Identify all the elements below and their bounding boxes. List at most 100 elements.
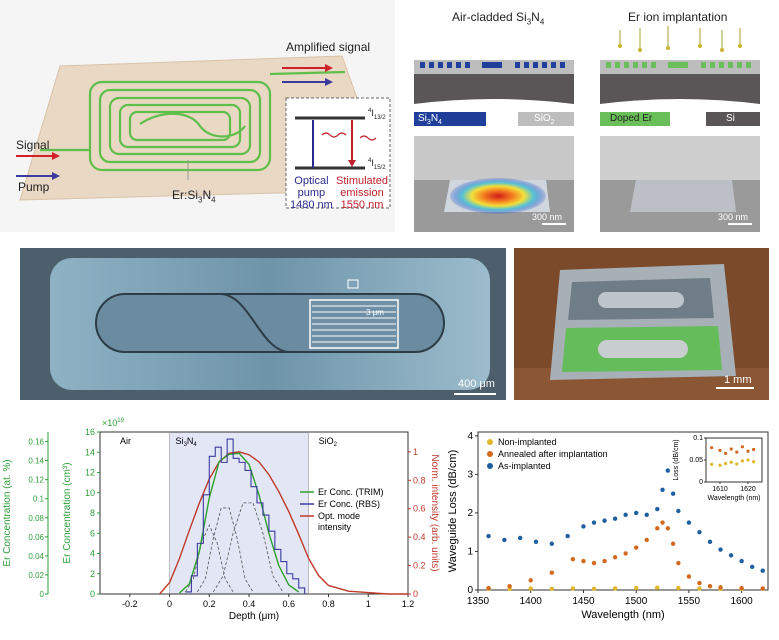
legend-si3n4-n: N	[430, 113, 439, 124]
micrograph-scale-label: 400 μm	[458, 378, 495, 390]
y-tick-label: 4	[467, 431, 473, 442]
inset-point	[718, 448, 722, 452]
inset-y-axis-label: Loss (dB/cm)	[673, 439, 680, 480]
legend-swatch-doped	[600, 112, 670, 126]
implant-component-curve	[197, 507, 254, 593]
zoom-source-marker	[347, 279, 359, 289]
norm-tick-label: 0.8	[413, 475, 426, 485]
legend-trim: Er Conc. (TRIM)	[318, 487, 384, 497]
inset-point	[735, 462, 739, 466]
non-implanted-point	[549, 586, 555, 592]
air-cladded-n: N	[531, 10, 540, 24]
at-tick-label: 0.14	[28, 457, 44, 466]
chip-photo-drawing	[514, 248, 769, 400]
y-axis-label-conc: Er Concentration (cm³)	[62, 462, 73, 563]
as-implanted-point	[644, 512, 649, 518]
x-tick-label: -0.2	[122, 599, 138, 609]
y-tick-label: 0	[467, 585, 473, 596]
annealed-point	[612, 555, 618, 560]
legend-swatch-si3n4	[414, 112, 486, 126]
legend-label-doped-er: Doped Er	[610, 113, 653, 124]
upper-level-sub: 13/2	[373, 114, 386, 121]
x-axis-label: Depth (μm)	[229, 611, 279, 622]
as-implanted-point	[633, 510, 639, 516]
sem-right-background	[600, 136, 760, 180]
panel-a-device-schematic: Amplified signal Signal Pump Er:Si3N4 4I…	[0, 0, 395, 232]
x-tick-label: 1400	[520, 596, 543, 607]
optical-pump-label: Optical pump 1480 nm	[290, 175, 333, 211]
norm-tick-label: 1	[413, 447, 418, 457]
inset-x-tick-label: 1620	[740, 486, 756, 493]
at-tick-label: 0.02	[28, 571, 44, 580]
implant-component-curve	[212, 502, 284, 593]
at-tick-label: 0	[40, 590, 45, 599]
legend-swatch-sio2	[518, 112, 574, 126]
as-implanted-point	[591, 520, 597, 525]
x-tick-label: 0.8	[322, 599, 335, 609]
air-cladded-sub3: 3	[526, 17, 532, 27]
legend-sio2-sub: 2	[550, 119, 555, 126]
legend-label-si: Si	[726, 113, 735, 124]
inset-point	[740, 445, 744, 449]
as-implanted-point	[676, 508, 681, 514]
inset-point	[729, 460, 733, 464]
as-implanted-point	[565, 533, 570, 539]
annealed-point	[655, 526, 660, 531]
as-implanted-point	[581, 524, 586, 529]
conc-tick-label: 0	[90, 589, 95, 599]
material-label-sub4: 4	[211, 195, 216, 205]
region-si-n: N	[187, 436, 194, 446]
trim-conc-curve	[179, 452, 300, 594]
lower-spiral	[598, 340, 688, 358]
material-label: Er:Si3N4	[172, 188, 216, 204]
x-tick-label: 1600	[731, 596, 754, 607]
upper-spiral	[598, 292, 684, 308]
stimulated-word: Stimulated	[336, 175, 388, 187]
as-implanted-point	[707, 539, 713, 545]
as-implanted-point	[665, 468, 671, 473]
annealed-point	[591, 560, 597, 566]
inset-point	[746, 449, 750, 453]
sem-left-background	[414, 136, 574, 180]
exponent-label: ×1019	[102, 418, 124, 428]
legend-swatch	[487, 439, 493, 445]
annealed-point	[760, 586, 765, 591]
legend-swatch	[487, 451, 493, 457]
conc-tick-label: 4	[90, 549, 95, 559]
as-implanted-point	[612, 516, 618, 521]
conc-tick-label: 6	[90, 528, 95, 538]
as-implanted-point	[760, 568, 765, 573]
inset-point	[752, 447, 756, 452]
annealed-point	[528, 578, 533, 583]
at-tick-label: 0.16	[28, 438, 44, 447]
spiral-s-bend	[219, 293, 291, 353]
inset-point	[740, 459, 744, 463]
inset-point	[710, 446, 714, 450]
non-implanted-point	[633, 585, 639, 591]
as-implanted-point	[670, 491, 676, 496]
as-implanted-point	[502, 537, 507, 543]
scale-label-right: 300 nm	[718, 212, 749, 222]
legend-label-sio2: SiO2	[534, 112, 555, 130]
inset-point	[724, 451, 728, 455]
pump-label: Pump	[18, 180, 50, 194]
energy-level-inset	[285, 97, 391, 209]
region-si-text: Si	[176, 436, 184, 446]
si3n4-region-band	[169, 432, 309, 594]
at-tick-label: 0.1	[33, 495, 45, 504]
er-implantation-title: Er ion implantation	[628, 10, 728, 24]
rbs-conc-step-curve	[185, 438, 306, 594]
y-tick-label: 1	[467, 546, 473, 557]
at-tick-label: 0.06	[28, 533, 44, 542]
as-implanted-point	[697, 529, 702, 535]
x-tick-label: 1	[366, 599, 371, 609]
y-tick-label: 2	[467, 508, 473, 519]
x-tick-label: 1550	[678, 596, 701, 607]
annealed-point	[739, 585, 744, 591]
pump-input-arrowhead	[52, 172, 60, 180]
si3n4-waveguides-left	[420, 62, 565, 68]
signal-input-arrowhead	[52, 152, 60, 160]
non-implanted-point	[591, 586, 597, 592]
legend-sio2-text: SiO	[534, 113, 551, 124]
